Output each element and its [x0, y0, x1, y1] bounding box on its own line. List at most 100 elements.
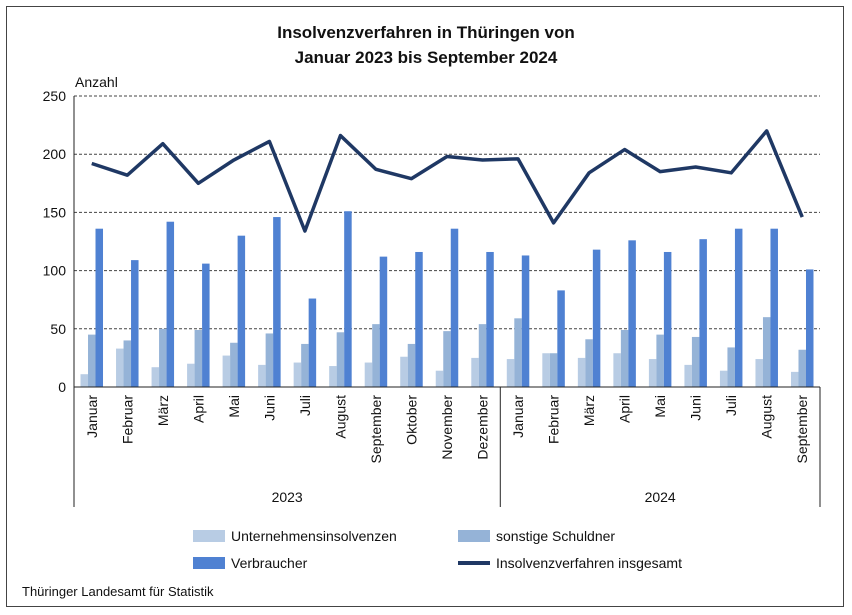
x-tick-label: Januar: [84, 395, 100, 438]
legend-label-insolvenzverfahren-insgesamt: Insolvenzverfahren insgesamt: [496, 555, 682, 571]
group-label: 2024: [645, 489, 676, 505]
bar: [159, 328, 167, 387]
chart-title-line1: Insolvenzverfahren in Thüringen von: [277, 23, 575, 42]
bar: [265, 333, 274, 387]
legend-item-insolvenzverfahren-insgesamt: Insolvenzverfahren insgesamt: [458, 555, 682, 571]
bar: [506, 359, 515, 387]
x-tick-label: Januar: [510, 395, 526, 438]
legend-label-unternehmensinsolvenzen: Unternehmensinsolvenzen: [231, 528, 397, 544]
bar: [770, 228, 778, 387]
bar: [762, 317, 771, 387]
bar: [88, 334, 96, 387]
bar: [131, 260, 139, 387]
bar: [293, 362, 302, 387]
x-tick-label: September: [368, 395, 384, 464]
bar: [585, 339, 593, 387]
bar: [663, 251, 672, 387]
total-line: [91, 129, 804, 233]
bar: [620, 329, 629, 387]
x-tick-label: April: [617, 395, 633, 423]
bar: [577, 357, 586, 387]
bar: [486, 251, 494, 387]
bar: [798, 349, 806, 387]
bar: [514, 318, 522, 387]
bar: [95, 228, 104, 387]
bar: [691, 336, 700, 387]
bar: [478, 324, 487, 387]
legend-label-sonstige-schuldner: sonstige Schuldner: [496, 528, 616, 544]
bar: [684, 364, 692, 387]
chart-title-line2: Januar 2023 bis September 2024: [294, 48, 558, 67]
x-tick-label: April: [190, 395, 206, 423]
bar: [521, 255, 530, 387]
y-tick-label: 100: [43, 263, 67, 279]
group-label: 2023: [272, 489, 303, 505]
bar: [222, 355, 231, 387]
bar: [258, 364, 266, 387]
bar: [415, 251, 423, 387]
x-tick-label: August: [332, 395, 348, 439]
x-tick-label: Juli: [297, 395, 313, 416]
x-tick-label: Februar: [546, 395, 562, 444]
legend-item-verbraucher: Verbraucher: [193, 555, 307, 571]
y-tick-label: 200: [43, 146, 67, 162]
chart-title: Insolvenzverfahren in Thüringen von Janu…: [0, 20, 852, 70]
x-tick-label: Oktober: [403, 395, 419, 445]
bar: [471, 357, 479, 387]
x-tick-label: Juli: [723, 395, 739, 416]
x-tick-label: Dezember: [475, 395, 491, 460]
bar: [613, 353, 621, 387]
bar: [592, 249, 601, 387]
bar: [237, 235, 246, 387]
legend-swatch-insolvenzverfahren-insgesamt: [458, 561, 490, 565]
bar: [364, 362, 373, 387]
bar: [372, 324, 380, 387]
bar: [805, 269, 814, 387]
bar: [435, 370, 444, 387]
bar: [400, 356, 408, 387]
bar: [755, 359, 763, 387]
bar: [549, 353, 558, 387]
bar: [194, 329, 203, 387]
y-tick-label: 250: [43, 88, 67, 104]
source-note: Thüringer Landesamt für Statistik: [22, 584, 214, 599]
bar: [329, 366, 337, 387]
legend-swatch-unternehmensinsolvenzen: [193, 530, 225, 542]
x-tick-label: Februar: [119, 395, 135, 444]
bar: [151, 367, 160, 387]
bar: [648, 359, 657, 387]
x-tick-label: Mai: [226, 395, 242, 418]
x-tick-label: März: [155, 395, 171, 426]
bar: [187, 363, 195, 387]
x-tick-label: Juni: [688, 395, 704, 421]
x-tick-label: März: [581, 395, 597, 426]
bar: [734, 228, 743, 387]
bar: [166, 221, 175, 387]
bar: [230, 342, 238, 387]
bar: [344, 211, 352, 387]
bar: [273, 217, 281, 387]
bar: [699, 239, 707, 387]
x-tick-label: November: [439, 395, 455, 460]
y-tick-label: 0: [58, 379, 66, 395]
x-tick-label: August: [759, 395, 775, 439]
x-tick-label: Juni: [261, 395, 277, 421]
bar: [628, 240, 636, 387]
bar: [727, 347, 735, 387]
bar: [407, 343, 416, 387]
legend-item-sonstige-schuldner: sonstige Schuldner: [458, 528, 615, 544]
bar: [719, 370, 728, 387]
legend-label-verbraucher: Verbraucher: [231, 555, 308, 571]
bar: [450, 228, 459, 387]
legend-swatch-sonstige-schuldner: [458, 530, 490, 542]
bar: [336, 332, 345, 387]
legend-item-unternehmensinsolvenzen: Unternehmensinsolvenzen: [193, 528, 397, 544]
legend-swatch-verbraucher: [193, 557, 225, 569]
bar: [443, 331, 451, 387]
x-tick-label: September: [794, 395, 810, 464]
y-axis-label: Anzahl: [75, 74, 118, 90]
bar: [116, 348, 124, 387]
y-tick-label: 50: [50, 321, 66, 337]
bar: [656, 334, 664, 387]
